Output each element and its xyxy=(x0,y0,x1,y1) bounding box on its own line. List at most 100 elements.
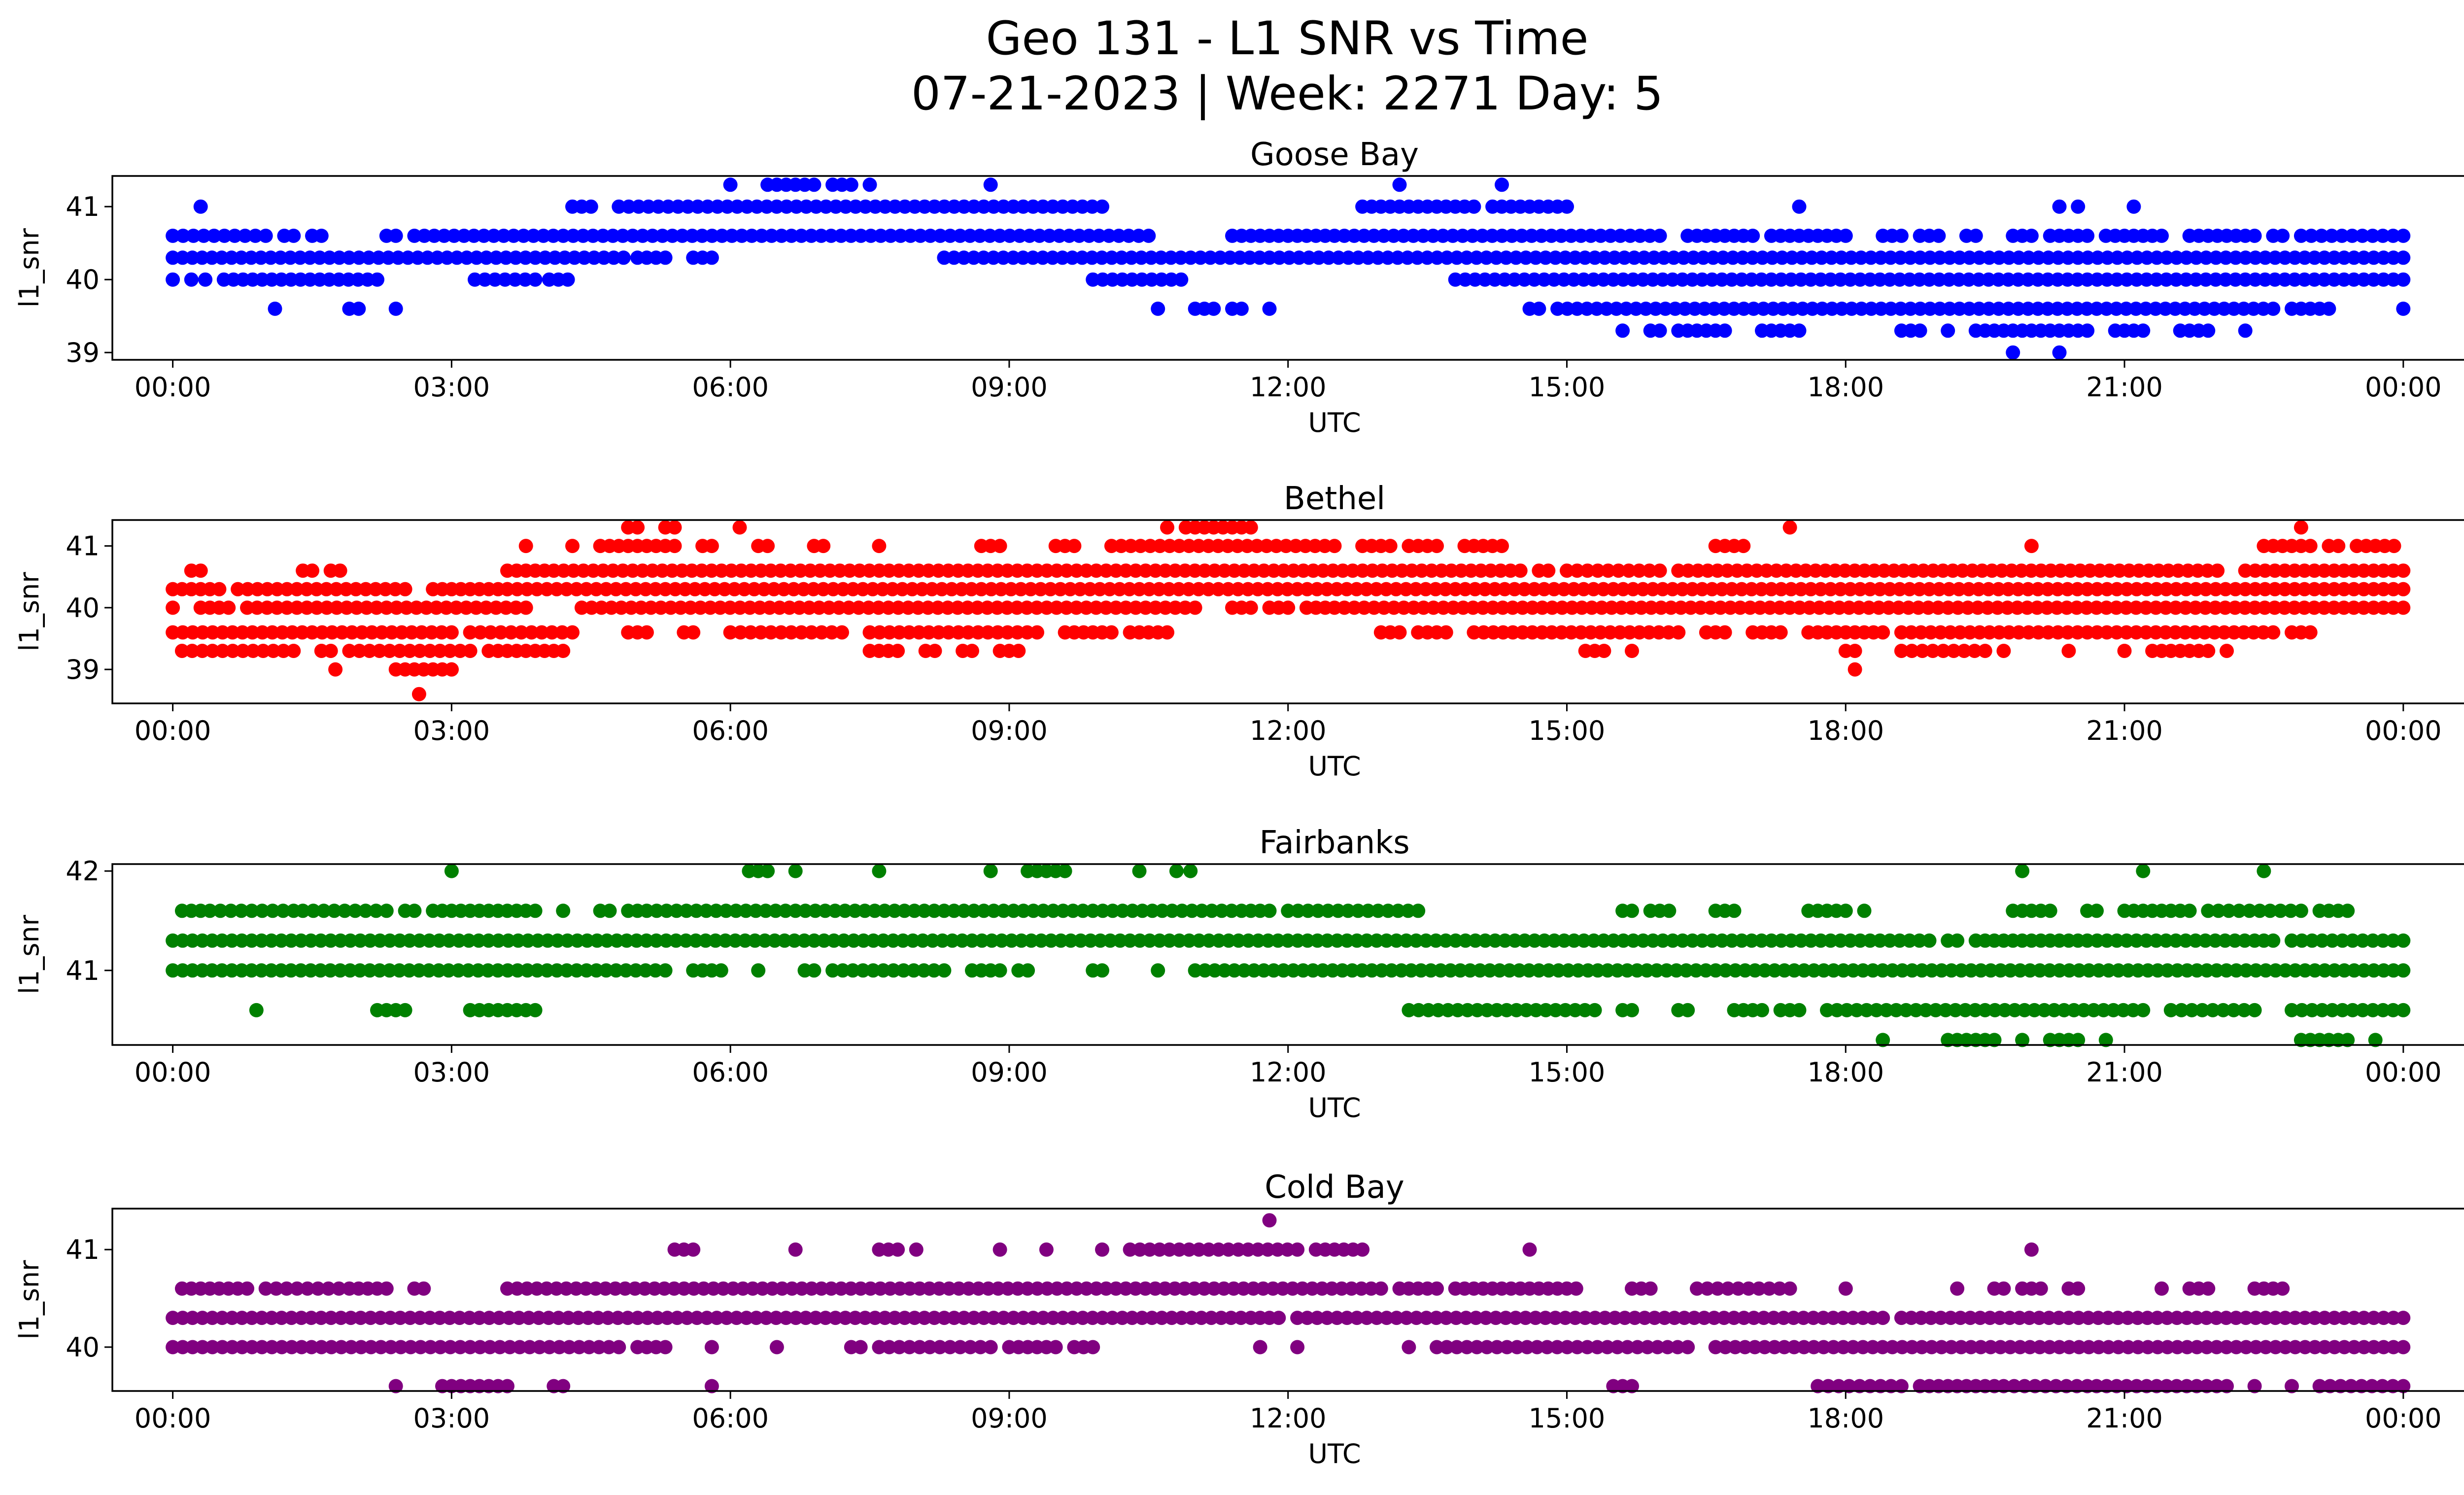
data-point xyxy=(1942,301,1957,316)
data-point xyxy=(1458,582,1472,596)
data-point xyxy=(2119,625,2134,640)
data-point xyxy=(344,625,359,640)
data-point xyxy=(1922,272,1937,287)
data-point xyxy=(2354,1379,2369,1393)
data-point xyxy=(1632,563,1646,578)
data-point xyxy=(1135,1311,1149,1325)
data-point xyxy=(1055,250,1070,265)
data-point xyxy=(863,1281,878,1296)
data-point xyxy=(604,600,619,615)
data-point xyxy=(937,1311,952,1325)
data-point xyxy=(1795,301,1810,316)
data-point xyxy=(587,250,602,265)
data-point xyxy=(570,933,585,948)
data-point xyxy=(334,1340,349,1355)
data-point xyxy=(1389,1311,1404,1325)
data-point xyxy=(1616,933,1631,948)
data-point xyxy=(853,1340,868,1355)
data-point xyxy=(1188,600,1202,615)
data-point xyxy=(2030,600,2045,615)
data-point xyxy=(1892,933,1907,948)
data-point xyxy=(1502,963,1517,978)
data-point xyxy=(804,228,819,243)
data-point xyxy=(2365,933,2380,948)
data-point xyxy=(1311,904,1326,918)
data-point xyxy=(1794,582,1808,596)
data-point xyxy=(934,582,949,596)
data-point xyxy=(215,963,229,978)
data-point xyxy=(917,199,932,214)
data-point xyxy=(1276,963,1291,978)
data-point xyxy=(1625,1379,1639,1393)
data-point xyxy=(1754,582,1769,596)
data-point xyxy=(1734,582,1749,596)
data-point xyxy=(198,272,213,287)
data-point xyxy=(1060,563,1074,578)
data-point xyxy=(788,1242,803,1257)
data-point xyxy=(1111,228,1126,243)
data-point xyxy=(1601,563,1615,578)
data-point xyxy=(1404,963,1419,978)
data-point xyxy=(596,563,611,578)
data-point xyxy=(1058,864,1072,878)
data-point xyxy=(1335,963,1350,978)
data-point xyxy=(669,933,684,948)
data-point xyxy=(1454,563,1469,578)
data-point xyxy=(2180,963,2194,978)
data-point xyxy=(1792,199,1807,214)
data-point xyxy=(1475,228,1490,243)
data-point xyxy=(2057,1003,2071,1017)
data-point xyxy=(274,963,288,978)
data-point xyxy=(1052,228,1067,243)
x-axis-label: UTC xyxy=(1308,1092,1361,1123)
data-point xyxy=(1360,933,1374,948)
data-point xyxy=(1518,1311,1533,1325)
data-point xyxy=(1864,301,1879,316)
data-point xyxy=(1597,644,1611,658)
data-point xyxy=(1987,1033,2002,1047)
data-point xyxy=(976,199,991,214)
data-point xyxy=(983,864,998,878)
data-point xyxy=(1548,1311,1563,1325)
data-point xyxy=(1774,272,1788,287)
data-point xyxy=(1257,563,1271,578)
data-point xyxy=(1655,582,1670,596)
data-point xyxy=(2190,1340,2204,1355)
data-point xyxy=(2297,250,2312,265)
data-point xyxy=(1950,933,1965,948)
data-point xyxy=(2100,272,2115,287)
data-point xyxy=(1370,250,1385,265)
data-point xyxy=(1577,250,1592,265)
data-point xyxy=(1787,963,1802,978)
data-point xyxy=(1794,272,1808,287)
data-point xyxy=(235,1340,249,1355)
data-point xyxy=(2060,582,2075,596)
data-point xyxy=(876,933,890,948)
data-point xyxy=(2253,904,2267,918)
data-point xyxy=(1128,1281,1143,1296)
data-point xyxy=(1677,301,1692,316)
data-point xyxy=(1587,250,1602,265)
data-point xyxy=(2141,563,2156,578)
data-point xyxy=(1503,563,1518,578)
data-point xyxy=(886,933,900,948)
data-point xyxy=(274,1340,289,1355)
data-point xyxy=(1814,582,1828,596)
data-point xyxy=(2160,1340,2175,1355)
data-point xyxy=(1568,1311,1582,1325)
data-point xyxy=(912,625,926,640)
data-point xyxy=(733,625,748,640)
data-point xyxy=(1339,582,1354,596)
data-point xyxy=(1903,301,1918,316)
data-point xyxy=(686,1281,701,1296)
data-point xyxy=(963,1340,978,1355)
data-point xyxy=(2229,963,2244,978)
data-point xyxy=(1006,250,1021,265)
data-point xyxy=(2386,563,2401,578)
data-point xyxy=(348,582,363,596)
data-point xyxy=(2131,1340,2145,1355)
data-point xyxy=(2101,1311,2116,1325)
data-point xyxy=(1207,563,1222,578)
data-point xyxy=(1597,250,1612,265)
data-point xyxy=(489,250,504,265)
